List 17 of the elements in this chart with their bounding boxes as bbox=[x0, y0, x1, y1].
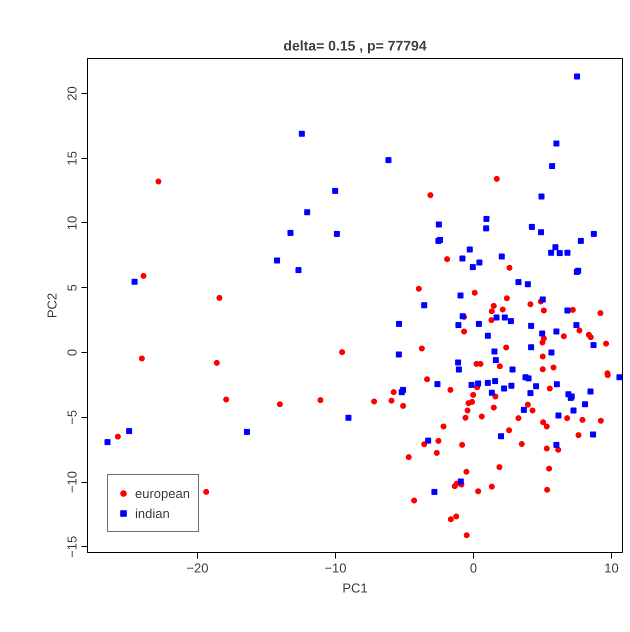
y-tick-label: 15 bbox=[64, 150, 80, 166]
x-tick-label: 0 bbox=[470, 560, 478, 576]
y-tick-label: 20 bbox=[64, 86, 80, 101]
y-tick-label: 5 bbox=[64, 284, 80, 292]
y-axis-title: PC2 bbox=[44, 292, 60, 318]
y-tick-label: −15 bbox=[64, 536, 80, 558]
x-tick-label: 10 bbox=[604, 560, 619, 576]
x-tick-label: −10 bbox=[324, 560, 347, 576]
y-tick-label: 0 bbox=[64, 348, 80, 356]
x-tick-label: −20 bbox=[186, 560, 209, 576]
y-tick-label: −5 bbox=[64, 410, 80, 425]
legend-label: european bbox=[135, 486, 190, 500]
y-tick-label: 10 bbox=[64, 216, 80, 230]
chart-title: delta= 0.15 , p= 77794 bbox=[283, 38, 427, 54]
x-axis-title: PC1 bbox=[342, 580, 368, 596]
legend-label: indian bbox=[135, 506, 170, 520]
y-tick-label: −10 bbox=[64, 471, 80, 494]
